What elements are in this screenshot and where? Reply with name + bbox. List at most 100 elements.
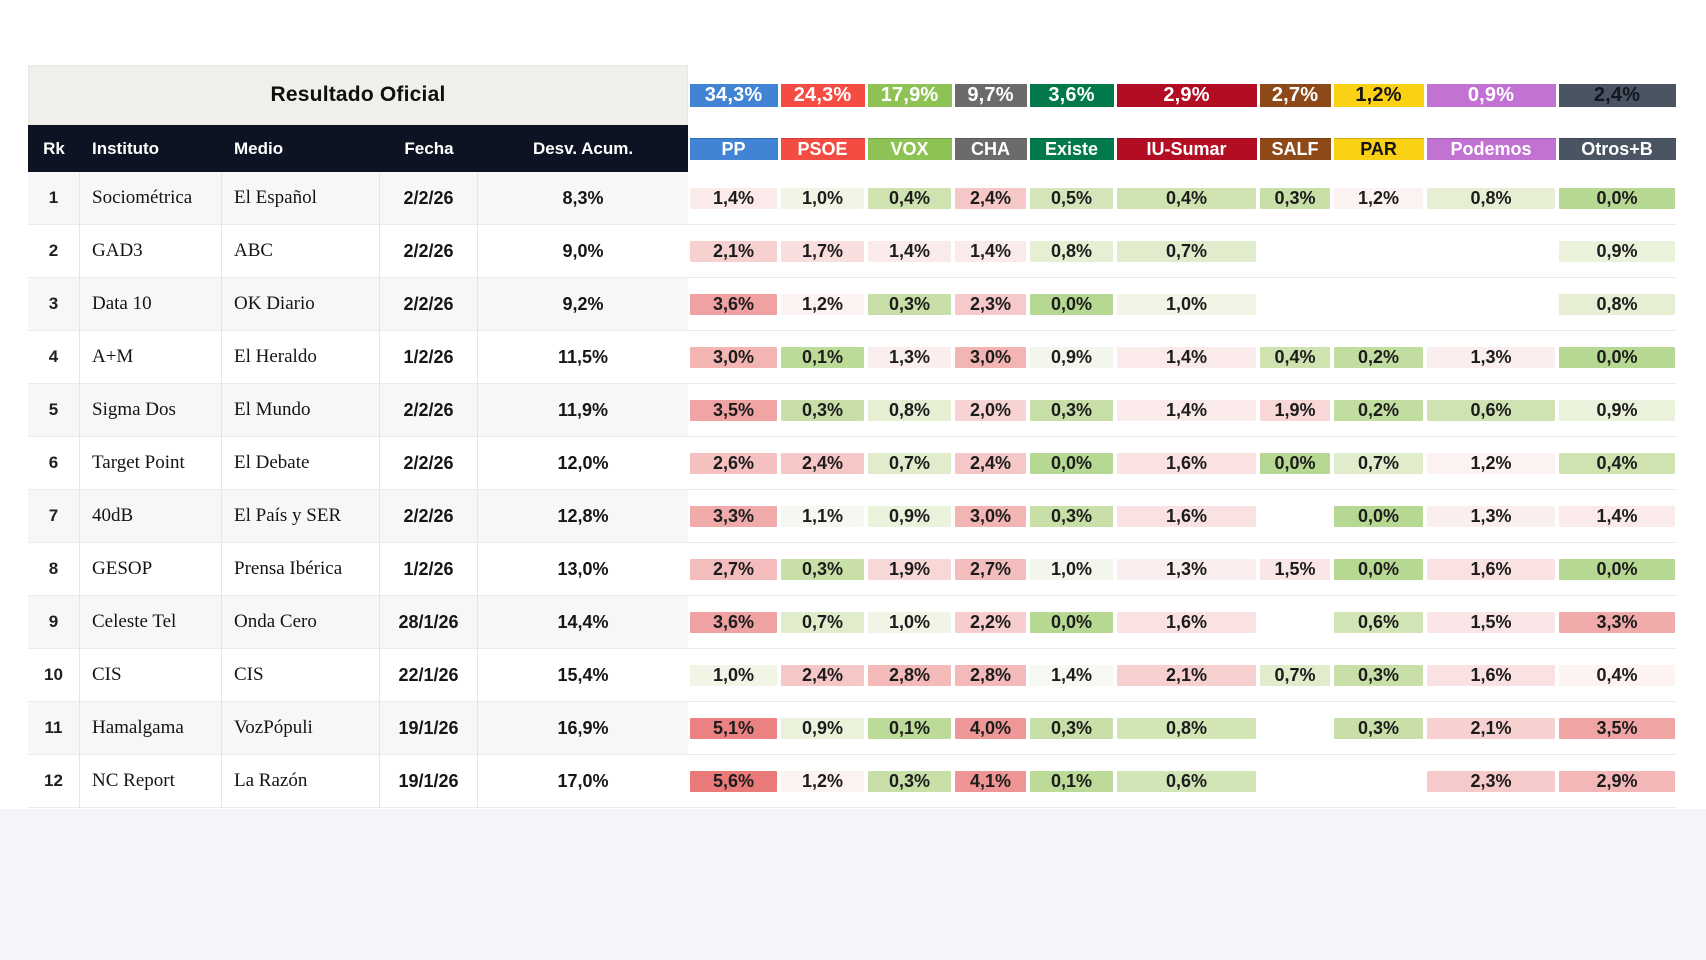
heat-value: 0,3% — [781, 558, 865, 580]
heat-value: 0,1% — [781, 346, 865, 368]
heat-cell-Podemos: 1,6% — [1425, 649, 1558, 702]
party-result-value: 3,6% — [1029, 83, 1114, 107]
medio-cell: OK Diario — [222, 278, 380, 331]
desv-acum-cell: 9,0% — [478, 225, 689, 278]
heat-cell-Podemos — [1425, 225, 1558, 278]
party-result-IU-Sumar: 2,9% — [1115, 65, 1259, 125]
heat-cell-PSOE: 1,1% — [779, 490, 867, 543]
party-result-PP: 34,3% — [688, 65, 780, 125]
desv-acum-cell: 14,4% — [478, 596, 689, 649]
heat-cell-PAR: 0,2% — [1332, 331, 1426, 384]
heat-value: 1,2% — [781, 770, 865, 792]
heat-cell-IU-Sumar: 1,3% — [1115, 543, 1259, 596]
heat-cell-PAR: 0,0% — [1332, 490, 1426, 543]
heat-cell-VOX: 1,9% — [866, 543, 954, 596]
heat-value: 0,0% — [1030, 611, 1114, 633]
heat-cell-Existe: 0,5% — [1028, 172, 1116, 225]
party-result-value: 24,3% — [780, 83, 865, 107]
column-header-medio: Medio — [222, 125, 380, 172]
fecha-cell: 2/2/26 — [380, 172, 478, 225]
heat-value: 0,9% — [1030, 346, 1114, 368]
rank-cell: 11 — [28, 702, 80, 755]
heat-value: 1,6% — [1427, 664, 1556, 686]
heat-cell-CHA: 2,4% — [953, 172, 1029, 225]
heat-value: 1,3% — [1427, 505, 1556, 527]
heat-cell-Podemos — [1425, 278, 1558, 331]
heat-cell-SALF: 1,9% — [1258, 384, 1333, 437]
heat-value: 0,8% — [868, 399, 952, 421]
table-row: 8 GESOP Prensa Ibérica 1/2/26 13,0% 2,7% 0,3% 1… — [28, 543, 1678, 596]
institute-cell: Data 10 — [80, 278, 222, 331]
heat-value: 0,3% — [1334, 717, 1424, 739]
institute-cell: 40dB — [80, 490, 222, 543]
heat-value: 1,9% — [1260, 399, 1331, 421]
heat-cell-SALF: 0,4% — [1258, 331, 1333, 384]
heat-cell-IU-Sumar: 1,6% — [1115, 490, 1259, 543]
heat-cell-SALF: 0,7% — [1258, 649, 1333, 702]
heat-cell-Podemos: 1,5% — [1425, 596, 1558, 649]
heat-value: 1,0% — [868, 611, 952, 633]
party-name-label: IU-Sumar — [1116, 137, 1257, 160]
heat-cell-PSOE: 2,4% — [779, 437, 867, 490]
heat-cell-CHA: 4,0% — [953, 702, 1029, 755]
heat-cell-CHA: 2,7% — [953, 543, 1029, 596]
heat-value: 0,7% — [1334, 452, 1424, 474]
heat-cell-Otros+B: 1,4% — [1557, 490, 1678, 543]
party-name-Otros+B: Otros+B — [1557, 125, 1678, 172]
heat-value: 2,2% — [955, 611, 1027, 633]
heat-value: 0,3% — [781, 399, 865, 421]
party-result-Existe: 3,6% — [1028, 65, 1116, 125]
heat-cell-Existe: 0,3% — [1028, 702, 1116, 755]
rank-cell: 9 — [28, 596, 80, 649]
heat-cell-CHA: 1,4% — [953, 225, 1029, 278]
institute-cell: Hamalgama — [80, 702, 222, 755]
heat-cell-Podemos: 0,8% — [1425, 172, 1558, 225]
heat-cell-CHA: 3,0% — [953, 331, 1029, 384]
heat-cell-Existe: 1,0% — [1028, 543, 1116, 596]
party-name-label: CHA — [954, 137, 1027, 160]
heat-value: 2,4% — [781, 664, 865, 686]
heat-value: 0,8% — [1030, 240, 1114, 262]
heat-value: 1,4% — [690, 187, 778, 209]
heat-value: 1,3% — [1117, 558, 1257, 580]
heat-value: 3,5% — [1559, 717, 1676, 739]
heat-value: 1,0% — [690, 664, 778, 686]
bottom-strip — [0, 809, 1706, 960]
heat-cell-CHA: 2,0% — [953, 384, 1029, 437]
medio-cell: El Heraldo — [222, 331, 380, 384]
heat-cell-PSOE: 0,3% — [779, 543, 867, 596]
fecha-cell: 2/2/26 — [380, 437, 478, 490]
heat-cell-PP: 1,0% — [688, 649, 780, 702]
heat-value: 1,4% — [1030, 664, 1114, 686]
heat-cell-PP: 3,6% — [688, 596, 780, 649]
fecha-cell: 19/1/26 — [380, 702, 478, 755]
heat-value: 0,2% — [1334, 399, 1424, 421]
heat-value: 0,4% — [868, 187, 952, 209]
heat-value: 0,9% — [1559, 240, 1676, 262]
table-row: 10 CIS CIS 22/1/26 15,4% 1,0% 2,4% 2,8% 2,8% 1,4%… — [28, 649, 1678, 702]
desv-acum-cell: 9,2% — [478, 278, 689, 331]
institute-cell: GESOP — [80, 543, 222, 596]
heat-cell-CHA: 2,8% — [953, 649, 1029, 702]
fecha-cell: 22/1/26 — [380, 649, 478, 702]
medio-cell: ABC — [222, 225, 380, 278]
heat-cell-SALF — [1258, 490, 1333, 543]
medio-cell: El País y SER — [222, 490, 380, 543]
heat-value: 2,8% — [868, 664, 952, 686]
rank-cell: 4 — [28, 331, 80, 384]
heat-cell-PAR: 0,2% — [1332, 384, 1426, 437]
rank-cell: 6 — [28, 437, 80, 490]
heat-cell-SALF: 1,5% — [1258, 543, 1333, 596]
party-name-PP: PP — [688, 125, 780, 172]
heat-cell-VOX: 1,0% — [866, 596, 954, 649]
party-name-label: PP — [689, 137, 778, 160]
heat-value: 1,4% — [1559, 505, 1676, 527]
heat-value: 2,7% — [690, 558, 778, 580]
heat-value: 1,3% — [868, 346, 952, 368]
heat-cell-Existe: 0,3% — [1028, 490, 1116, 543]
party-name-label: PSOE — [780, 137, 865, 160]
rank-cell: 1 — [28, 172, 80, 225]
party-name-VOX: VOX — [866, 125, 954, 172]
heat-cell-Existe: 0,0% — [1028, 437, 1116, 490]
